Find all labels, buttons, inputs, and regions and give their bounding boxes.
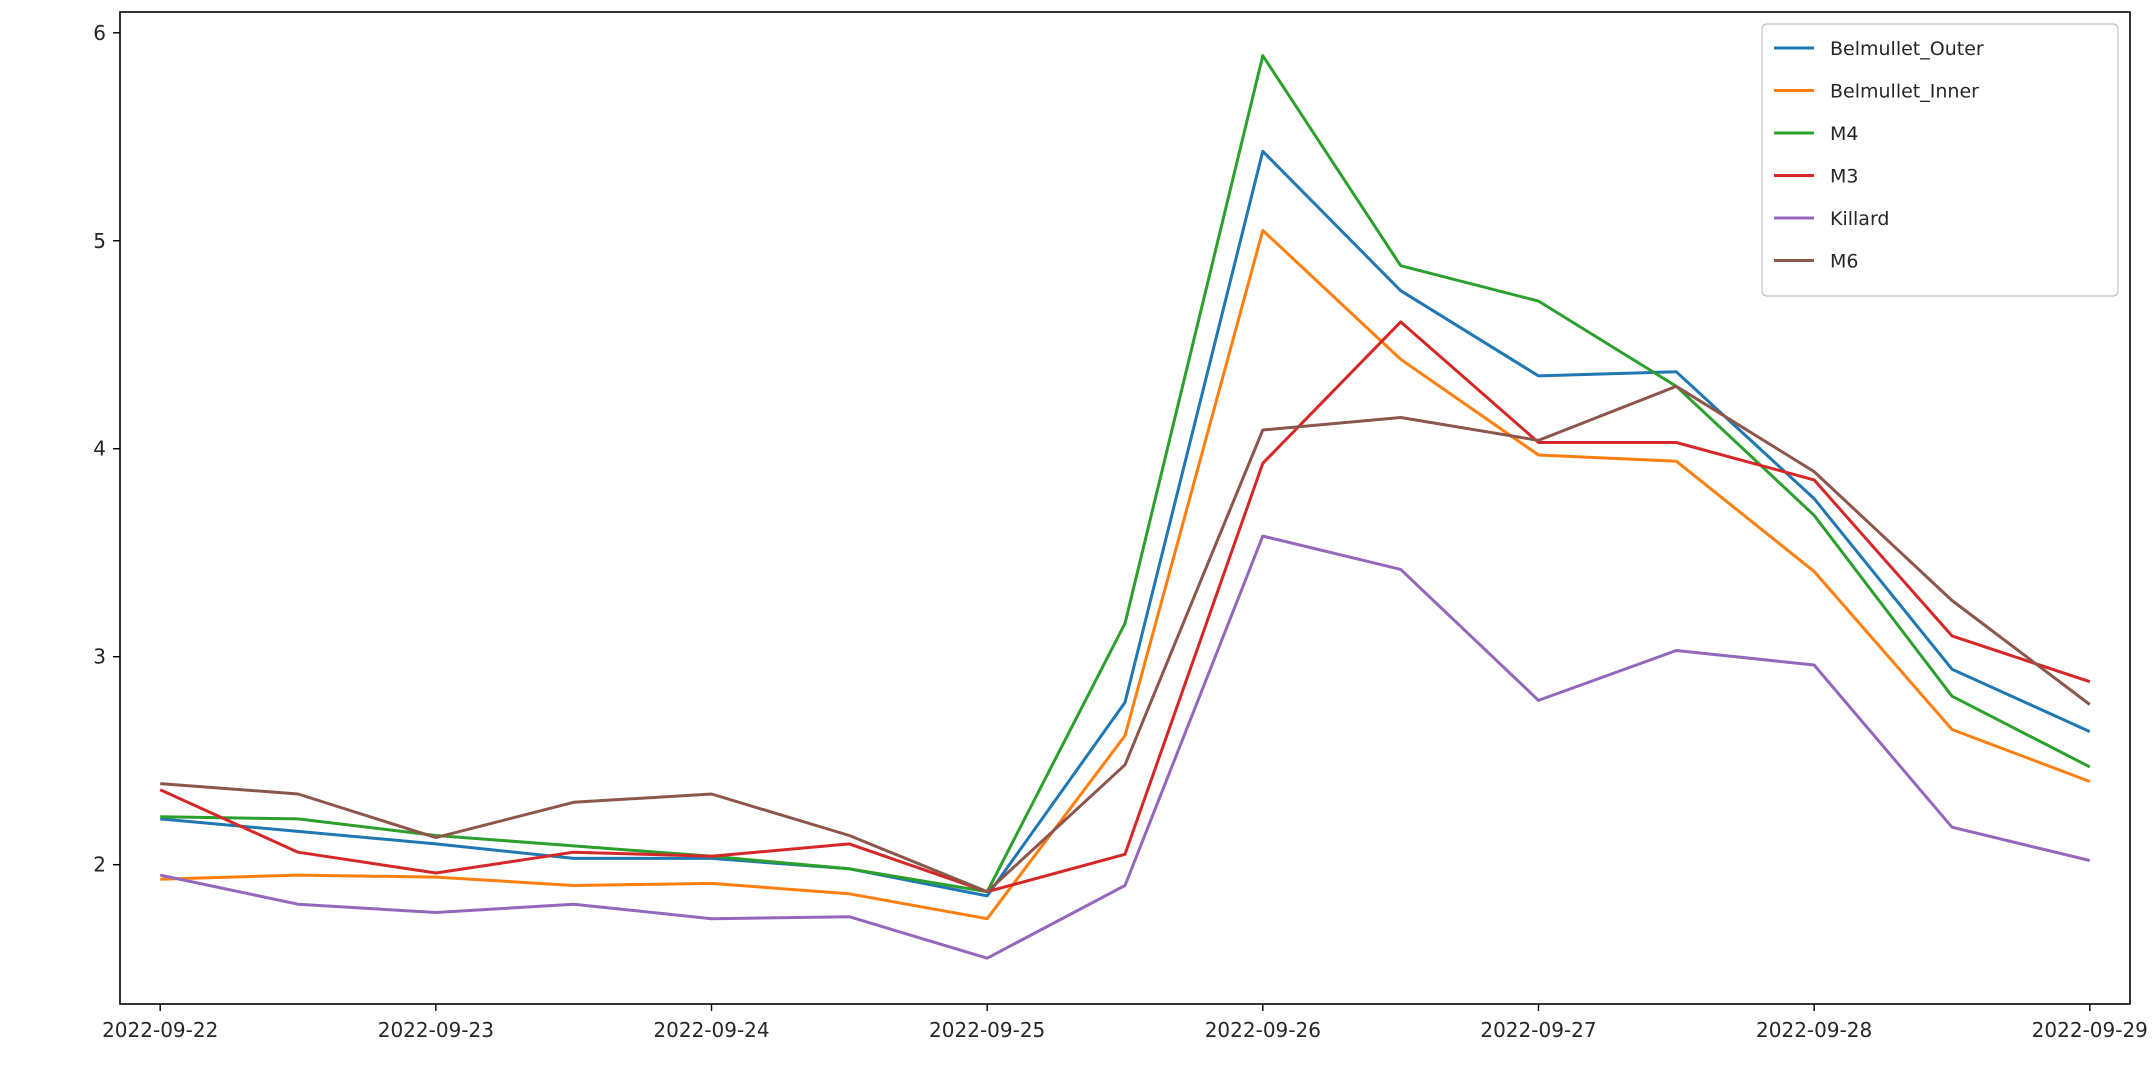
x-tick-label: 2022-09-23 bbox=[378, 1018, 494, 1042]
series-line-m6 bbox=[160, 384, 2091, 894]
axis-ticks: 2 3 4 5 6 2022-09-22 2022-09-23 2022-09-24 2022-… bbox=[93, 21, 2148, 1042]
x-tick-label: 2022-09-26 bbox=[1205, 1018, 1321, 1042]
legend-label: M4 bbox=[1830, 123, 1858, 145]
series-line-m4 bbox=[160, 54, 2091, 894]
y-tick-label: 6 bbox=[93, 21, 106, 45]
series-lines bbox=[159, 54, 2091, 960]
y-tick-label: 4 bbox=[93, 437, 106, 461]
series-line-belmullet-outer bbox=[160, 149, 2091, 898]
y-tick-label: 5 bbox=[93, 229, 106, 253]
plot-frame bbox=[119, 11, 2131, 1005]
legend-label: Killard bbox=[1830, 208, 1889, 230]
legend-label: M3 bbox=[1830, 166, 1858, 188]
legend: Belmullet_Outer Belmullet_Inner M4 M3 Killar… bbox=[1761, 23, 2119, 297]
y-tick-label: 3 bbox=[93, 645, 106, 669]
x-tick-label: 2022-09-24 bbox=[653, 1018, 769, 1042]
legend-box bbox=[1761, 23, 2119, 297]
legend-label: Belmullet_Inner bbox=[1830, 81, 1979, 103]
x-tick-label: 2022-09-28 bbox=[1756, 1018, 1872, 1042]
y-tick-label: 2 bbox=[93, 853, 106, 877]
series-line-m3 bbox=[159, 320, 2091, 894]
legend-label: M6 bbox=[1830, 251, 1858, 273]
x-tick-label: 2022-09-22 bbox=[102, 1018, 218, 1042]
series-line-killard bbox=[159, 534, 2091, 960]
series-line-belmullet-inner bbox=[160, 228, 2091, 921]
x-tick-label: 2022-09-25 bbox=[929, 1018, 1045, 1042]
x-tick-label: 2022-09-27 bbox=[1480, 1018, 1596, 1042]
x-tick-label: 2022-09-29 bbox=[2032, 1018, 2148, 1042]
legend-label: Belmullet_Outer bbox=[1830, 38, 1984, 60]
